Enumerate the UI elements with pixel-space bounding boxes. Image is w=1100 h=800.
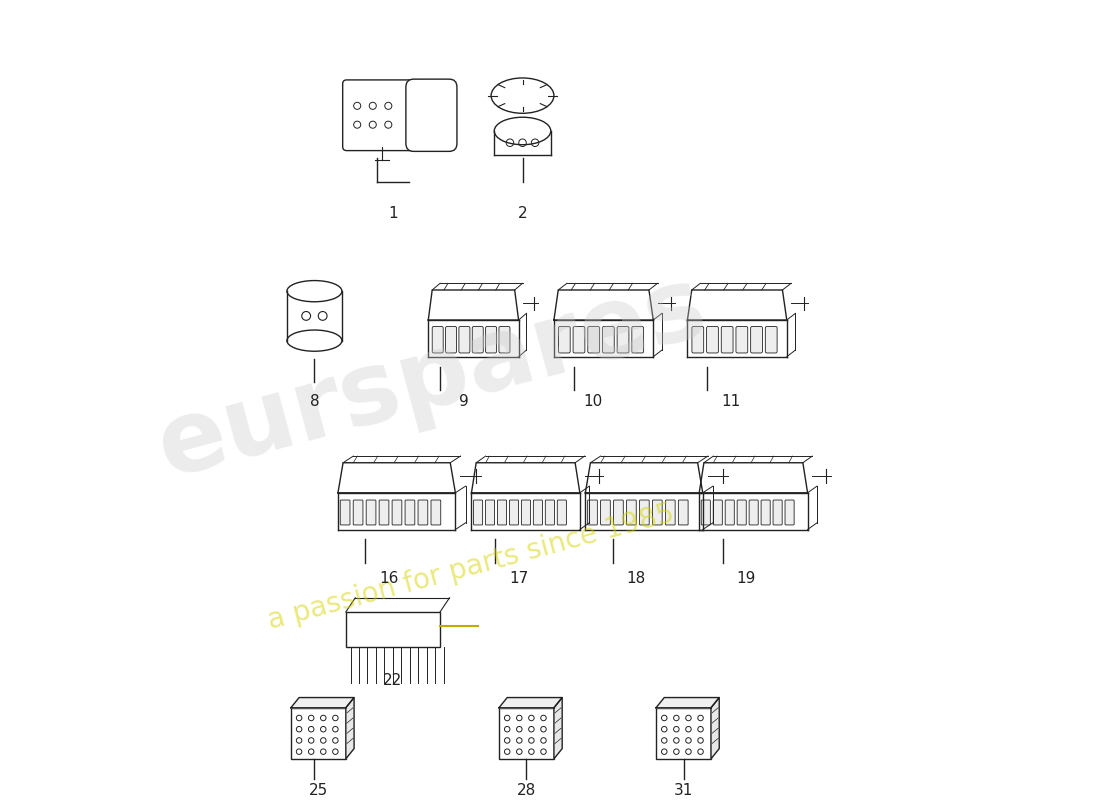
FancyBboxPatch shape	[725, 500, 735, 525]
FancyBboxPatch shape	[713, 500, 723, 525]
Text: 31: 31	[674, 782, 693, 798]
Polygon shape	[656, 698, 719, 708]
FancyBboxPatch shape	[692, 326, 704, 353]
Text: 10: 10	[584, 394, 603, 409]
FancyBboxPatch shape	[558, 500, 566, 525]
Bar	[656, 708, 711, 759]
FancyBboxPatch shape	[701, 500, 711, 525]
Ellipse shape	[287, 281, 342, 302]
FancyBboxPatch shape	[521, 500, 530, 525]
FancyBboxPatch shape	[432, 326, 443, 353]
FancyBboxPatch shape	[546, 500, 554, 525]
FancyBboxPatch shape	[534, 500, 542, 525]
FancyBboxPatch shape	[617, 326, 629, 353]
FancyBboxPatch shape	[392, 500, 402, 525]
Text: 17: 17	[509, 570, 528, 586]
FancyBboxPatch shape	[473, 500, 483, 525]
Text: 11: 11	[720, 394, 740, 409]
Text: 25: 25	[309, 782, 328, 798]
FancyBboxPatch shape	[459, 326, 470, 353]
FancyBboxPatch shape	[340, 500, 350, 525]
FancyBboxPatch shape	[722, 326, 733, 353]
FancyBboxPatch shape	[353, 500, 363, 525]
FancyBboxPatch shape	[559, 326, 570, 353]
FancyBboxPatch shape	[603, 326, 614, 353]
Bar	[345, 612, 440, 647]
FancyBboxPatch shape	[627, 500, 636, 525]
FancyBboxPatch shape	[405, 500, 415, 525]
FancyBboxPatch shape	[601, 500, 610, 525]
FancyBboxPatch shape	[750, 326, 762, 353]
Ellipse shape	[287, 330, 342, 351]
FancyBboxPatch shape	[639, 500, 649, 525]
FancyBboxPatch shape	[614, 500, 624, 525]
FancyBboxPatch shape	[343, 80, 421, 150]
FancyBboxPatch shape	[761, 500, 770, 525]
FancyBboxPatch shape	[418, 500, 428, 525]
FancyBboxPatch shape	[472, 326, 483, 353]
Text: 8: 8	[309, 394, 319, 409]
Bar	[499, 708, 554, 759]
Text: 22: 22	[383, 673, 403, 688]
FancyBboxPatch shape	[785, 500, 794, 525]
FancyBboxPatch shape	[499, 326, 510, 353]
FancyBboxPatch shape	[497, 500, 507, 525]
Text: 16: 16	[379, 570, 398, 586]
Text: 28: 28	[517, 782, 536, 798]
FancyBboxPatch shape	[737, 500, 746, 525]
Text: 9: 9	[459, 394, 469, 409]
Ellipse shape	[491, 78, 554, 114]
FancyBboxPatch shape	[631, 326, 644, 353]
FancyBboxPatch shape	[652, 500, 662, 525]
FancyBboxPatch shape	[446, 326, 456, 353]
Text: 19: 19	[737, 570, 756, 586]
FancyBboxPatch shape	[587, 326, 600, 353]
FancyBboxPatch shape	[485, 326, 496, 353]
Polygon shape	[499, 698, 562, 708]
FancyBboxPatch shape	[379, 500, 389, 525]
FancyBboxPatch shape	[749, 500, 758, 525]
FancyBboxPatch shape	[766, 326, 777, 353]
FancyBboxPatch shape	[706, 326, 718, 353]
FancyBboxPatch shape	[431, 500, 441, 525]
FancyBboxPatch shape	[679, 500, 689, 525]
FancyBboxPatch shape	[406, 79, 456, 151]
Polygon shape	[290, 698, 354, 708]
FancyBboxPatch shape	[485, 500, 495, 525]
FancyBboxPatch shape	[509, 500, 518, 525]
FancyBboxPatch shape	[666, 500, 675, 525]
Bar	[290, 708, 345, 759]
Polygon shape	[711, 698, 719, 759]
Text: 2: 2	[518, 206, 527, 221]
Text: eurspares: eurspares	[147, 258, 717, 498]
FancyBboxPatch shape	[587, 500, 597, 525]
FancyBboxPatch shape	[773, 500, 782, 525]
Text: a passion for parts since 1985: a passion for parts since 1985	[265, 499, 678, 634]
FancyBboxPatch shape	[573, 326, 585, 353]
FancyBboxPatch shape	[736, 326, 748, 353]
FancyBboxPatch shape	[366, 500, 376, 525]
Text: 1: 1	[388, 206, 398, 221]
Polygon shape	[345, 698, 354, 759]
Text: 18: 18	[627, 570, 646, 586]
Polygon shape	[554, 698, 562, 759]
Ellipse shape	[494, 118, 551, 145]
